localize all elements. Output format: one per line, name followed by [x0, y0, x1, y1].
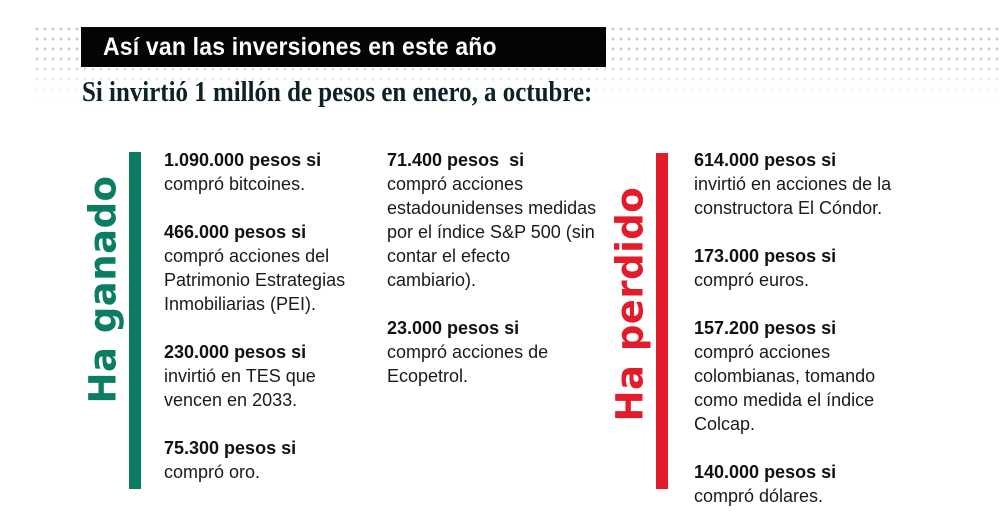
entry-amount: 157.200 pesos si: [694, 318, 837, 338]
gain-column-2: 71.400 pesos si compró acciones estadoun…: [387, 148, 597, 412]
entry-amount: 23.000 pesos si: [387, 318, 520, 338]
page-subtitle: Si invirtió 1 millón de pesos en enero, …: [82, 76, 593, 108]
loss-divider-bar: [656, 153, 668, 489]
page-title: Así van las inversiones en este año: [103, 32, 497, 61]
gain-entry-bitcoin: 1.090.000 pesos si compró bitcoines.: [164, 148, 374, 196]
entry-description: invirtió en acciones de la constructora …: [694, 174, 892, 218]
gain-entry-pei: 466.000 pesos si compró acciones del Pat…: [164, 220, 374, 316]
entry-description: compró acciones de Ecopetrol.: [387, 342, 549, 386]
entry-amount: 1.090.000 pesos si: [164, 150, 322, 170]
entry-description: compró acciones colombianas, tomando com…: [694, 342, 876, 434]
entry-description: compró dólares.: [694, 486, 824, 506]
entry-amount: 173.000 pesos si: [694, 246, 837, 266]
gain-entry-gold: 75.300 pesos si compró oro.: [164, 436, 374, 484]
loss-entry-colcap: 157.200 pesos si compró acciones colombi…: [694, 316, 914, 436]
entry-description: compró acciones del Patrimonio Estrategi…: [164, 246, 346, 314]
loss-entry-dollars: 140.000 pesos si compró dólares.: [694, 460, 914, 508]
entry-amount: 614.000 pesos si: [694, 150, 837, 170]
entry-amount: 230.000 pesos si: [164, 342, 307, 362]
entry-amount: 71.400 pesos si: [387, 150, 525, 170]
title-banner: Así van las inversiones en este año: [81, 27, 606, 67]
gain-section-label: Ha ganado: [81, 175, 125, 404]
loss-section-label: Ha perdido: [608, 186, 652, 422]
gain-entry-ecopetrol: 23.000 pesos si compró acciones de Ecope…: [387, 316, 597, 388]
loss-column: 614.000 pesos si invirtió en acciones de…: [694, 148, 914, 530]
entry-amount: 75.300 pesos si: [164, 438, 297, 458]
entry-description: compró oro.: [164, 462, 261, 482]
loss-entry-el-condor: 614.000 pesos si invirtió en acciones de…: [694, 148, 914, 220]
entry-amount: 466.000 pesos si: [164, 222, 307, 242]
gain-column-1: 1.090.000 pesos si compró bitcoines. 466…: [164, 148, 374, 508]
entry-description: compró acciones estadounidenses medidas …: [387, 174, 597, 290]
gain-divider-bar: [129, 152, 141, 489]
gain-entry-sp500: 71.400 pesos si compró acciones estadoun…: [387, 148, 597, 292]
entry-description: invirtió en TES que vencen en 2033.: [164, 366, 316, 410]
gain-entry-tes: 230.000 pesos si invirtió en TES que ven…: [164, 340, 374, 412]
entry-description: compró bitcoines.: [164, 174, 306, 194]
entry-description: compró euros.: [694, 270, 810, 290]
loss-entry-euros: 173.000 pesos si compró euros.: [694, 244, 914, 292]
entry-amount: 140.000 pesos si: [694, 462, 837, 482]
